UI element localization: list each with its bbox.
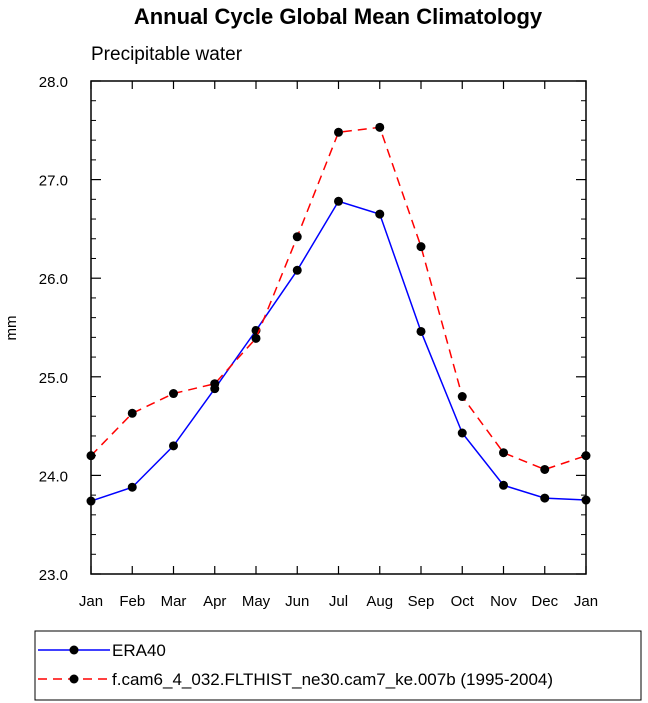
x-tick-label: Jun bbox=[285, 593, 309, 610]
legend-marker-model bbox=[69, 674, 79, 684]
data-point-series-0 bbox=[581, 495, 591, 505]
data-point-series-0 bbox=[334, 196, 343, 206]
data-point-series-1 bbox=[210, 379, 220, 389]
legend-marker-era40 bbox=[69, 645, 79, 655]
data-point-series-0 bbox=[169, 441, 178, 451]
y-tick-label: 26.0 bbox=[39, 271, 68, 288]
data-point-series-0 bbox=[457, 428, 467, 438]
x-tick-label: May bbox=[242, 593, 271, 610]
data-point-series-0 bbox=[127, 482, 137, 492]
x-tick-label: Mar bbox=[161, 593, 187, 610]
data-point-series-1 bbox=[292, 232, 302, 242]
chart-title: Annual Cycle Global Mean Climatology bbox=[134, 4, 543, 29]
data-point-series-0 bbox=[86, 496, 96, 506]
data-point-series-1 bbox=[540, 464, 550, 474]
data-point-series-1 bbox=[127, 408, 137, 418]
data-point-series-1 bbox=[581, 451, 591, 461]
data-point-series-0 bbox=[416, 326, 426, 336]
x-tick-label: Jan bbox=[574, 593, 598, 610]
y-tick-label: 27.0 bbox=[39, 173, 68, 190]
data-point-series-1 bbox=[251, 333, 261, 343]
y-tick-label: 23.0 bbox=[39, 567, 68, 584]
legend-label-model: f.cam6_4_032.FLTHIST_ne30.cam7_ke.007b (… bbox=[112, 670, 553, 689]
data-point-series-1 bbox=[416, 242, 426, 252]
x-tick-label: Sep bbox=[408, 593, 435, 610]
plot-frame bbox=[90, 80, 587, 575]
y-tick-label: 24.0 bbox=[39, 468, 68, 485]
data-point-series-1 bbox=[86, 451, 96, 461]
x-tick-label: Oct bbox=[451, 593, 475, 610]
x-tick-label: Jul bbox=[329, 593, 348, 610]
x-tick-label: Apr bbox=[203, 593, 226, 610]
x-tick-label: Nov bbox=[490, 593, 517, 610]
series-layer bbox=[86, 122, 591, 506]
chart-subtitle: Precipitable water bbox=[91, 44, 243, 65]
x-tick-label: Feb bbox=[119, 593, 145, 610]
series-line-1 bbox=[90, 126, 587, 471]
y-axis-label: mm bbox=[3, 316, 20, 341]
y-tick-label: 28.0 bbox=[39, 74, 68, 91]
data-point-series-0 bbox=[499, 480, 508, 490]
legend-label-era40: ERA40 bbox=[112, 641, 166, 660]
data-point-series-1 bbox=[499, 448, 508, 458]
data-point-series-0 bbox=[540, 493, 550, 503]
data-point-series-1 bbox=[457, 392, 467, 402]
y-tick-label: 25.0 bbox=[39, 370, 68, 387]
x-tick-label: Jan bbox=[79, 593, 103, 610]
data-point-series-0 bbox=[375, 209, 385, 219]
axis-ticks: Jan Feb Mar Apr May Jun Jul Aug Sep Oct Nov Dec Jan 2… bbox=[39, 74, 598, 610]
legend: ERA40 f.cam6_4_032.FLTHIST_ne30.cam7_ke.… bbox=[34, 630, 642, 701]
legend-box bbox=[34, 630, 642, 701]
x-tick-label: Dec bbox=[531, 593, 558, 610]
x-tick-label: Aug bbox=[366, 593, 393, 610]
data-point-series-1 bbox=[334, 127, 343, 137]
data-point-series-1 bbox=[169, 389, 178, 399]
data-point-series-0 bbox=[292, 265, 302, 275]
data-point-series-1 bbox=[375, 122, 385, 132]
